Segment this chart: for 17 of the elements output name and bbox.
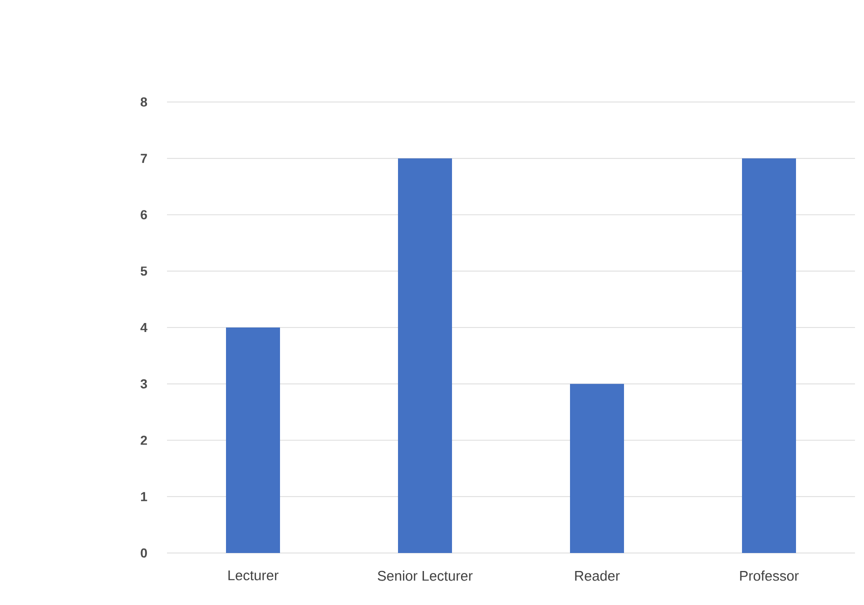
y-tick-label: 4	[140, 323, 148, 332]
bar	[570, 384, 624, 553]
y-tick-label: 2	[140, 436, 147, 445]
x-tick-label: Professor	[740, 570, 799, 581]
y-tick-label: 1	[141, 492, 148, 502]
y-tick-label: 8	[140, 97, 148, 107]
y-tick-label: 6	[140, 210, 147, 220]
y-tick-label: 7	[140, 154, 147, 163]
x-tick-label: Lecturer	[228, 570, 278, 580]
y-tick-label: 0	[140, 548, 147, 558]
x-tick-label: Senior Lecturer	[378, 570, 473, 581]
y-tick-label: 3	[140, 379, 147, 388]
bar	[742, 158, 796, 553]
bar	[226, 328, 280, 553]
x-tick-label: Reader	[575, 570, 620, 581]
bar	[398, 158, 452, 553]
y-tick-label: 5	[140, 266, 148, 276]
